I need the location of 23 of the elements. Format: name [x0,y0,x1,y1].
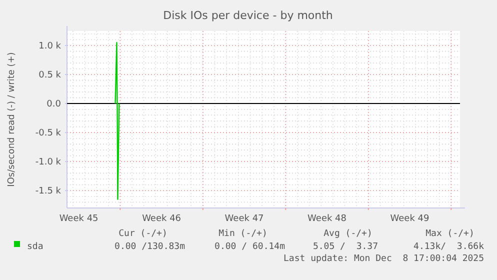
text: 5.05 / 3.37 [312,242,378,252]
y-tick-label: 1.0 k [38,42,62,52]
legend-label: sda [27,242,44,252]
y-tick-label: -1.5 k [35,186,62,197]
text: 4.13k/ 3.66k [414,242,485,252]
text: 0.00 / 60.14m [214,242,285,252]
chart-title: Disk IOs per device - by month [163,9,333,22]
text: Min (-/+) [218,229,268,239]
text: Cur (-/+) [118,229,168,239]
text: Last update: Mon Dec 8 17:00:04 2025 [284,254,484,264]
text: Max (-/+) [426,229,474,239]
text: Avg (-/+) [324,229,372,239]
y-tick-label: 0.5 k [38,70,62,81]
x-tick-label: Week 46 [142,214,182,224]
x-tick-label: Week 45 [59,214,98,224]
y-tick-label: -0.5 k [35,128,62,139]
x-tick-label: Week 48 [308,214,347,224]
x-tick-label: Week 49 [390,214,430,224]
y-tick-label: 0.0 [46,100,62,110]
text: 0.00 /130.83m [114,242,185,252]
y-tick-label: -1.0 k [35,158,62,168]
x-tick-label: Week 47 [224,214,264,224]
y-axis-title: IOs/second read (-) / write (+) [7,52,17,187]
